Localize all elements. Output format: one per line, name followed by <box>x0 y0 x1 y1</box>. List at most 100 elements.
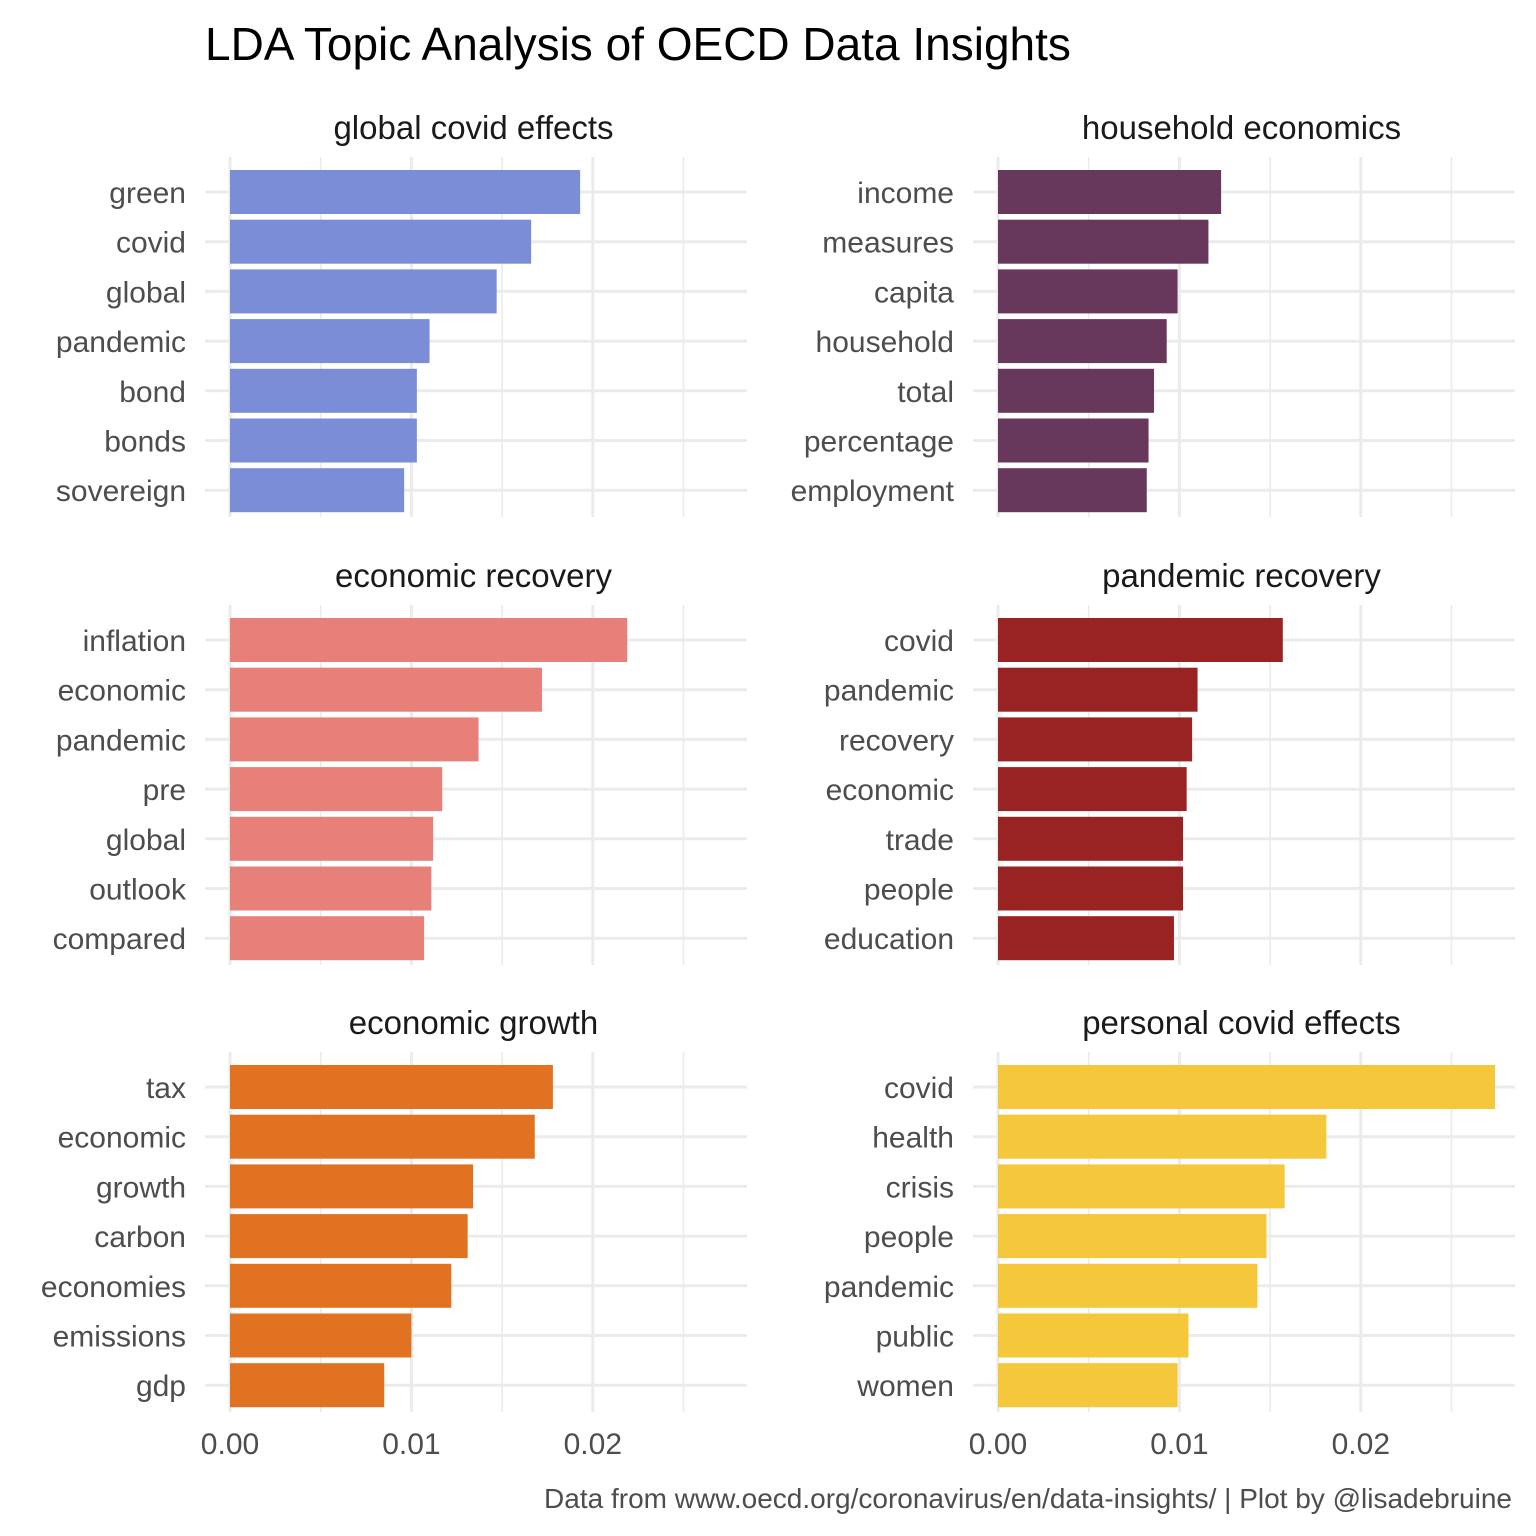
term-label: covid <box>884 1072 954 1105</box>
chart-caption: Data from www.oecd.org/coronavirus/en/da… <box>544 1483 1512 1514</box>
x-tick-label: 0.01 <box>1150 1428 1208 1461</box>
term-label: measures <box>822 227 954 260</box>
facet-panel: economic growth tax economic growth carbon ec… <box>41 1004 747 1461</box>
x-tick-label: 0.01 <box>382 1428 440 1461</box>
x-tick-label: 0.02 <box>564 1428 622 1461</box>
bar <box>230 1114 535 1159</box>
term-label: pandemic <box>824 675 954 708</box>
x-tick-label: 0.00 <box>201 1428 259 1461</box>
term-label: economies <box>41 1271 186 1304</box>
facet-title: household economics <box>1082 109 1401 146</box>
term-label: sovereign <box>56 475 186 508</box>
bar <box>230 1263 452 1308</box>
term-label: bond <box>119 376 186 409</box>
bar <box>998 767 1187 812</box>
bar <box>230 219 532 264</box>
term-label: growth <box>96 1171 186 1204</box>
bar <box>998 368 1155 413</box>
term-label: carbon <box>94 1221 186 1254</box>
chart-title: LDA Topic Analysis of OECD Data Insights <box>205 18 1071 70</box>
bar <box>998 618 1283 662</box>
facet-panel: global covid effects green covid global pand… <box>56 109 747 517</box>
bar <box>230 816 434 861</box>
term-label: public <box>876 1321 954 1354</box>
bar <box>998 468 1147 513</box>
term-label: trade <box>886 824 954 857</box>
bar <box>998 866 1184 911</box>
facet-panel: economic recovery inflation economic pandem… <box>53 557 747 965</box>
bar <box>230 319 430 364</box>
term-label: economic <box>58 675 186 708</box>
term-label: pandemic <box>56 326 186 359</box>
bar <box>230 1164 474 1209</box>
term-label: education <box>824 923 954 956</box>
term-label: pre <box>143 774 186 807</box>
bar <box>998 667 1198 712</box>
bar <box>230 468 405 513</box>
term-label: inflation <box>83 625 186 658</box>
bar <box>230 368 417 413</box>
bar <box>998 219 1209 264</box>
term-label: green <box>109 177 186 210</box>
term-label: outlook <box>89 874 187 907</box>
bar <box>230 1363 385 1408</box>
bar <box>230 667 543 712</box>
term-label: tax <box>146 1072 186 1105</box>
term-label: covid <box>116 227 186 260</box>
facet-panel: household economics income measures capita h… <box>791 109 1515 517</box>
facet-panels: global covid effects green covid global pand… <box>41 109 1515 1461</box>
bar <box>998 1363 1178 1408</box>
bar <box>998 1263 1258 1308</box>
bar <box>998 1164 1285 1209</box>
term-label: people <box>864 874 954 907</box>
term-label: pandemic <box>824 1271 954 1304</box>
term-label: pandemic <box>56 724 186 757</box>
facet-title: economic growth <box>349 1004 598 1041</box>
bar <box>998 816 1184 861</box>
term-label: health <box>872 1122 954 1155</box>
facet-panel: pandemic recovery covid pandemic recovery ec… <box>824 557 1515 965</box>
term-label: crisis <box>886 1171 954 1204</box>
bar <box>998 916 1174 961</box>
term-label: economic <box>826 774 954 807</box>
bar <box>230 170 581 214</box>
term-label: women <box>856 1370 954 1403</box>
bar <box>230 717 479 762</box>
bar <box>230 1065 553 1109</box>
term-label: total <box>897 376 954 409</box>
bar <box>998 418 1149 463</box>
term-label: income <box>857 177 954 210</box>
term-label: covid <box>884 625 954 658</box>
bar <box>230 866 432 911</box>
term-label: compared <box>53 923 186 956</box>
bar <box>230 618 628 662</box>
bar <box>998 1114 1327 1159</box>
term-label: employment <box>791 475 955 508</box>
term-label: capita <box>874 276 954 309</box>
facet-title: pandemic recovery <box>1102 557 1381 594</box>
term-label: global <box>106 824 186 857</box>
bar <box>230 916 425 961</box>
term-label: emissions <box>53 1321 186 1354</box>
bar <box>998 717 1193 762</box>
term-label: recovery <box>839 724 954 757</box>
bar <box>998 1313 1189 1358</box>
bar <box>230 767 443 812</box>
term-label: percentage <box>804 426 954 459</box>
bar <box>998 269 1178 314</box>
bar <box>998 170 1222 214</box>
term-label: economic <box>58 1122 186 1155</box>
term-label: household <box>816 326 954 359</box>
facet-title: personal covid effects <box>1082 1004 1401 1041</box>
facet-panel: personal covid effects covid health crisis p… <box>824 1004 1515 1461</box>
bar <box>230 418 417 463</box>
x-tick-label: 0.00 <box>969 1428 1027 1461</box>
term-label: people <box>864 1221 954 1254</box>
bar <box>998 1214 1267 1259</box>
term-label: global <box>106 276 186 309</box>
bar <box>230 269 497 314</box>
term-label: bonds <box>104 426 186 459</box>
term-label: gdp <box>136 1370 186 1403</box>
bar <box>998 319 1167 364</box>
